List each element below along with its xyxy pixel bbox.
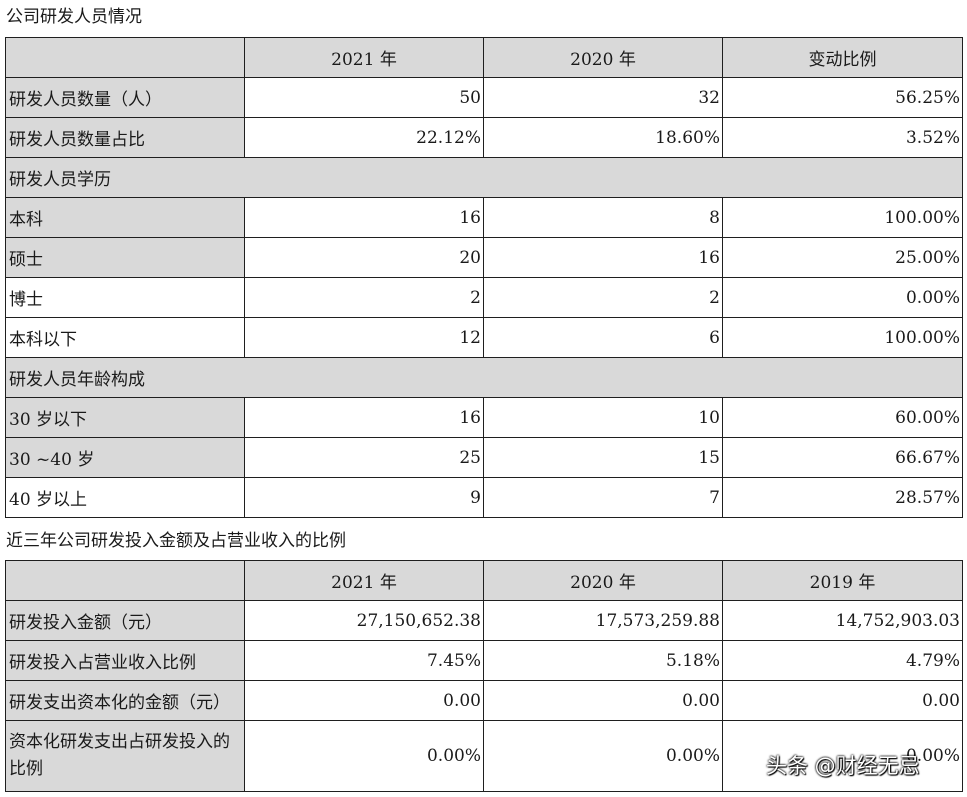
row-label: 硕士 — [5, 237, 245, 278]
section-row-age: 研发人员年龄构成 — [5, 357, 963, 398]
cell-2019: 4.79% — [722, 640, 963, 681]
cell-2021: 2 — [244, 277, 484, 318]
table-row: 研发支出资本化的金额（元） 0.00 0.00 0.00 — [5, 680, 963, 721]
cell-2020: 8 — [483, 197, 723, 238]
cell-change: 100.00% — [722, 197, 963, 238]
table-row: 研发人员数量占比 22.12% 18.60% 3.52% — [5, 117, 963, 158]
row-label: 博士 — [5, 277, 245, 318]
row-label: 研发投入占营业收入比例 — [5, 640, 245, 681]
cell-2020: 10 — [483, 397, 723, 438]
cell-2021: 9 — [244, 477, 484, 518]
header-cell: 2021 年 — [244, 37, 484, 78]
cell-2020: 2 — [483, 277, 723, 318]
cell-2021: 25 — [244, 437, 484, 478]
table-row: 本科 16 8 100.00% — [5, 197, 963, 238]
section-label: 研发人员年龄构成 — [5, 357, 963, 398]
table-row: 30 ~40 岁 25 15 66.67% — [5, 437, 963, 478]
table-header-row: 2021 年 2020 年 变动比例 — [5, 37, 963, 78]
cell-2021: 12 — [244, 317, 484, 358]
row-label: 30 ~40 岁 — [5, 437, 245, 478]
table-row: 硕士 20 16 25.00% — [5, 237, 963, 278]
cell-2020: 0.00 — [483, 680, 723, 721]
row-label: 研发投入金额（元） — [5, 600, 245, 641]
cell-2019: 0.00 — [722, 680, 963, 721]
table-header-row: 2021 年 2020 年 2019 年 — [5, 560, 963, 601]
cell-2021: 27,150,652.38 — [244, 600, 484, 641]
cell-change: 28.57% — [722, 477, 963, 518]
cell-change: 100.00% — [722, 317, 963, 358]
table-row: 研发人员数量（人） 50 32 56.25% — [5, 77, 963, 118]
header-cell: 2021 年 — [244, 560, 484, 601]
cell-2020: 15 — [483, 437, 723, 478]
header-cell: 2020 年 — [483, 560, 723, 601]
cell-2020: 0.00% — [483, 720, 723, 792]
cell-2021: 20 — [244, 237, 484, 278]
cell-2020: 5.18% — [483, 640, 723, 681]
row-label: 30 岁以下 — [5, 397, 245, 438]
cell-2020: 18.60% — [483, 117, 723, 158]
cell-2019: 14,752,903.03 — [722, 600, 963, 641]
cell-2021: 22.12% — [244, 117, 484, 158]
header-cell-empty — [5, 560, 245, 601]
cell-2021: 50 — [244, 77, 484, 118]
row-label: 40 岁以上 — [5, 477, 245, 518]
header-cell: 变动比例 — [722, 37, 963, 78]
header-cell: 2019 年 — [722, 560, 963, 601]
row-label: 研发人员数量（人） — [5, 77, 245, 118]
cell-2021: 16 — [244, 397, 484, 438]
cell-change: 66.67% — [722, 437, 963, 478]
table-row: 研发投入金额（元） 27,150,652.38 17,573,259.88 14… — [5, 600, 963, 641]
cell-change: 60.00% — [722, 397, 963, 438]
cell-2020: 32 — [483, 77, 723, 118]
table-row: 资本化研发支出占研发投入的比例 0.00% 0.00% 0.00% — [5, 720, 963, 792]
personnel-table: 2021 年 2020 年 变动比例 研发人员数量（人） 50 32 56.25… — [5, 37, 963, 518]
cell-2020: 17,573,259.88 — [483, 600, 723, 641]
row-label: 本科以下 — [5, 317, 245, 358]
table-row: 研发投入占营业收入比例 7.45% 5.18% 4.79% — [5, 640, 963, 681]
cell-change: 56.25% — [722, 77, 963, 118]
row-label: 研发人员数量占比 — [5, 117, 245, 158]
header-cell: 2020 年 — [483, 37, 723, 78]
cell-change: 25.00% — [722, 237, 963, 278]
cell-change: 0.00% — [722, 277, 963, 318]
watermark-text: 头条 @财经无忌 — [766, 754, 920, 778]
personnel-caption: 公司研发人员情况 — [6, 7, 142, 27]
row-label: 资本化研发支出占研发投入的比例 — [5, 720, 245, 792]
cell-change: 3.52% — [722, 117, 963, 158]
cell-2021: 0.00 — [244, 680, 484, 721]
table-row: 博士 2 2 0.00% — [5, 277, 963, 318]
cell-2021: 0.00% — [244, 720, 484, 792]
header-cell-empty — [5, 37, 245, 78]
cell-2019: 0.00% — [722, 720, 963, 792]
table-row: 40 岁以上 9 7 28.57% — [5, 477, 963, 518]
table-row: 本科以下 12 6 100.00% — [5, 317, 963, 358]
investment-caption: 近三年公司研发投入金额及占营业收入的比例 — [6, 531, 346, 551]
cell-2020: 16 — [483, 237, 723, 278]
investment-table: 2021 年 2020 年 2019 年 研发投入金额（元） 27,150,65… — [5, 560, 963, 792]
cell-2020: 6 — [483, 317, 723, 358]
table-row: 30 岁以下 16 10 60.00% — [5, 397, 963, 438]
row-label: 本科 — [5, 197, 245, 238]
cell-2021: 16 — [244, 197, 484, 238]
section-label: 研发人员学历 — [5, 157, 963, 198]
section-row-education: 研发人员学历 — [5, 157, 963, 198]
row-label: 研发支出资本化的金额（元） — [5, 680, 245, 721]
cell-2020: 7 — [483, 477, 723, 518]
cell-2021: 7.45% — [244, 640, 484, 681]
